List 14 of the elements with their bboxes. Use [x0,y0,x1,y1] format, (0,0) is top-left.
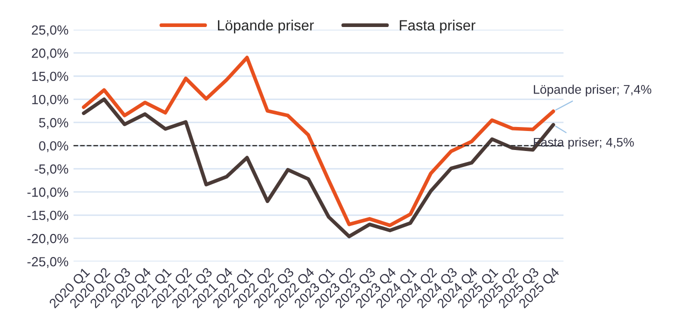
y-tick-label: 5,0% [39,118,68,129]
y-tick-label: 0,0% [39,141,68,152]
y-tick-label: 25,0% [32,25,68,36]
y-tick-label: -10,0% [27,188,68,198]
y-tick-label: -5,0% [34,164,68,176]
y-tick-label: 20,0% [32,48,68,60]
y-tick-label: 15,0% [32,72,68,83]
y-tick-label: 10,0% [32,94,68,106]
legend-label: Fasta priser [400,20,476,34]
annotation: Löpande priser; 7,4% [534,84,652,96]
y-tick-label: -15,0% [27,210,68,222]
y-tick-label: -25,0% [27,257,68,268]
y-tick-label: -20,0% [27,234,68,245]
legend-label: Löpande priser [218,20,314,34]
